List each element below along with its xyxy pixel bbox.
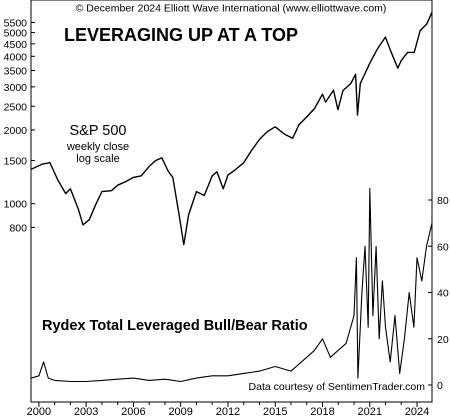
chart-title: LEVERAGING UP AT A TOP bbox=[64, 25, 298, 45]
rydex-ratio-line bbox=[30, 187, 433, 383]
x-tick-label: 2021 bbox=[358, 406, 382, 417]
chart-marks: 2000 2003 2006 2009 2012 2015 2018 2021 20248001… bbox=[4, 12, 449, 417]
plot-frame bbox=[30, 0, 433, 403]
y-tick-label: 3500 bbox=[4, 65, 28, 77]
x-tick-label: 2003 bbox=[74, 406, 98, 417]
x-tick-label: 2015 bbox=[263, 406, 287, 417]
y-tick-label: 2500 bbox=[4, 101, 28, 113]
log-scale-label: log scale bbox=[76, 153, 119, 165]
x-tick-label: 2018 bbox=[310, 406, 334, 417]
y-tick-label: 4000 bbox=[4, 51, 28, 63]
y-tick-label: 1500 bbox=[4, 156, 28, 168]
right-tick-label: 20 bbox=[437, 334, 449, 346]
right-tick-label: 0 bbox=[437, 380, 443, 392]
x-tick-label: 2006 bbox=[121, 406, 145, 417]
y-tick-label: 3000 bbox=[4, 82, 28, 94]
x-tick-label: 2012 bbox=[216, 406, 240, 417]
sp500-label: S&P 500 bbox=[70, 123, 127, 139]
right-tick-label: 80 bbox=[437, 195, 449, 207]
x-tick-label: 2009 bbox=[168, 406, 192, 417]
data-courtesy-note: Data courtesy of SentimenTrader.com bbox=[249, 381, 426, 393]
y-tick-label: 5500 bbox=[4, 17, 28, 29]
y-tick-label: 5000 bbox=[4, 28, 28, 40]
y-tick-label: 800 bbox=[9, 222, 27, 234]
sp500-line bbox=[30, 12, 433, 246]
x-tick-label: 2000 bbox=[27, 406, 51, 417]
y-tick-label: 2000 bbox=[4, 125, 28, 137]
copyright-text: © December 2024 Elliott Wave Internation… bbox=[76, 3, 387, 15]
weekly-close-label: weekly close bbox=[66, 141, 129, 153]
y-tick-label: 4500 bbox=[4, 39, 28, 51]
right-tick-label: 60 bbox=[437, 241, 449, 253]
y-tick-label: 1000 bbox=[4, 199, 28, 211]
rydex-title: Rydex Total Leveraged Bull/Bear Ratio bbox=[42, 318, 308, 334]
right-tick-label: 40 bbox=[437, 288, 449, 300]
x-tick-label: 2024 bbox=[405, 406, 429, 417]
